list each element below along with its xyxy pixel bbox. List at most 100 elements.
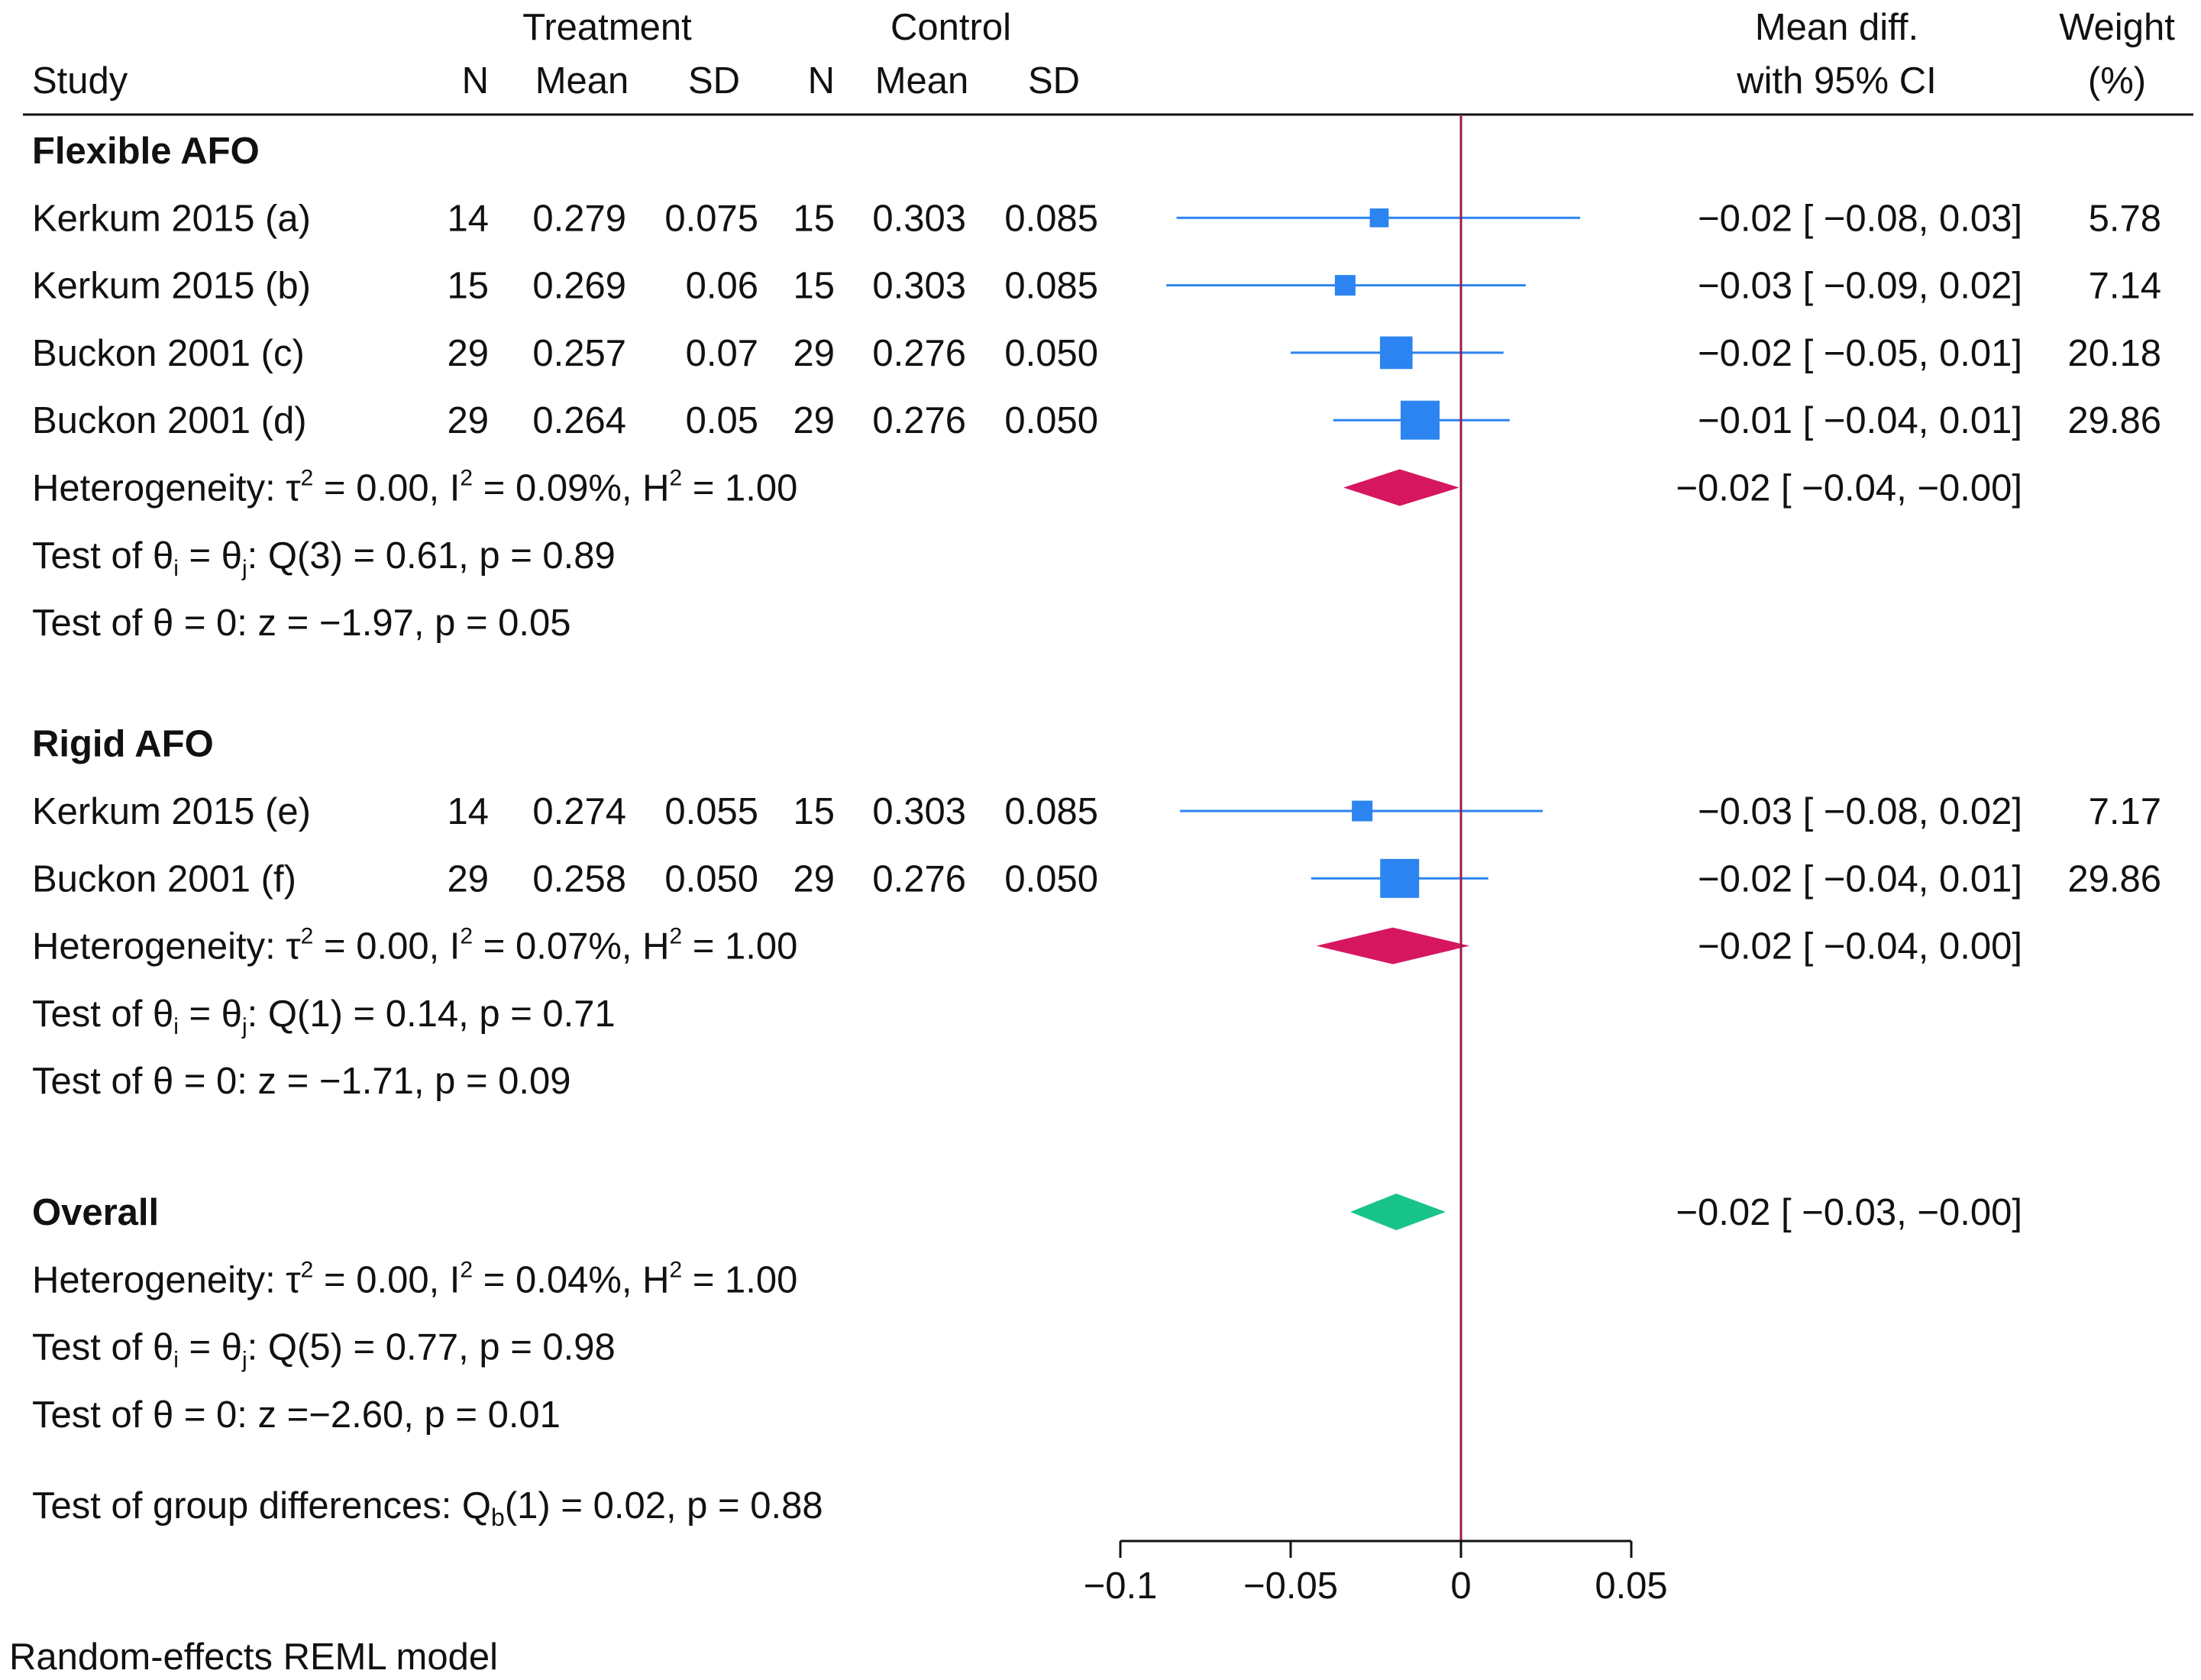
treatment-n: 15 bbox=[447, 266, 489, 307]
subgroup-pooled-diamond-ci-text: −0.02 [ −0.04, 0.00] bbox=[1698, 926, 2022, 968]
header-control-mean: Mean bbox=[875, 60, 969, 102]
table-header: Treatment Control Mean diff. Weight Stud… bbox=[32, 7, 2175, 102]
treatment-n: 14 bbox=[447, 791, 489, 832]
control-mean: 0.303 bbox=[872, 791, 966, 832]
study-effect-marker bbox=[1380, 858, 1420, 898]
group-label: Flexible AFO bbox=[32, 131, 260, 172]
study-weight: 5.78 bbox=[2089, 198, 2161, 239]
homogeneity-test: Test of θi = θj: Q(1) = 0.14, p = 0.71 bbox=[32, 993, 616, 1039]
group-difference-test: Test of group differences: Qb(1) = 0.02,… bbox=[32, 1485, 823, 1531]
treatment-sd: 0.050 bbox=[664, 858, 758, 900]
treatment-mean: 0.269 bbox=[532, 266, 626, 307]
control-sd: 0.085 bbox=[1004, 266, 1098, 307]
study-ci-text: −0.03 [ −0.09, 0.02] bbox=[1698, 266, 2022, 307]
study-label: Buckon 2001 (d) bbox=[32, 400, 307, 441]
control-n: 15 bbox=[793, 791, 835, 832]
theta-zero-test: Test of θ = 0: z =−2.60, p = 0.01 bbox=[32, 1394, 561, 1436]
study-label: Kerkum 2015 (b) bbox=[32, 266, 311, 307]
overall-pooled-diamond-ci-text: −0.02 [ −0.03, −0.00] bbox=[1676, 1192, 2022, 1233]
treatment-n: 14 bbox=[447, 198, 489, 239]
control-mean: 0.276 bbox=[872, 333, 966, 374]
study-effect-marker bbox=[1379, 336, 1413, 370]
study-weight: 7.14 bbox=[2089, 266, 2161, 307]
control-mean: 0.303 bbox=[872, 198, 966, 239]
group-label: Rigid AFO bbox=[32, 724, 214, 765]
heterogeneity-stat: Heterogeneity: τ2 = 0.00, I2 = 0.04%, H2… bbox=[32, 1257, 797, 1300]
control-n: 29 bbox=[793, 333, 835, 374]
header-weight-unit: (%) bbox=[2088, 60, 2146, 102]
control-mean: 0.276 bbox=[872, 858, 966, 900]
heterogeneity-stat: Heterogeneity: τ2 = 0.00, I2 = 0.07%, H2… bbox=[32, 924, 797, 968]
homogeneity-test: Test of θi = θj: Q(5) = 0.77, p = 0.98 bbox=[32, 1327, 616, 1373]
x-tick-label: 0.05 bbox=[1595, 1565, 1667, 1607]
study-label: Kerkum 2015 (a) bbox=[32, 198, 311, 239]
header-mean-diff: Mean diff. bbox=[1755, 7, 1918, 48]
control-sd: 0.085 bbox=[1004, 791, 1098, 832]
treatment-n: 29 bbox=[447, 858, 489, 900]
x-axis: −0.1 −0.05 0 0.05 bbox=[1084, 1539, 1668, 1607]
control-sd: 0.085 bbox=[1004, 198, 1098, 239]
control-n: 15 bbox=[793, 266, 835, 307]
treatment-mean: 0.279 bbox=[532, 198, 626, 239]
study-label: Buckon 2001 (c) bbox=[32, 333, 305, 374]
header-weight: Weight bbox=[2059, 7, 2175, 48]
study-ci-text: −0.02 [ −0.04, 0.01] bbox=[1698, 858, 2022, 900]
study-ci-text: −0.03 [ −0.08, 0.02] bbox=[1698, 791, 2022, 832]
control-sd: 0.050 bbox=[1004, 400, 1098, 441]
overall-pooled-diamond bbox=[1350, 1194, 1446, 1230]
study-weight: 29.86 bbox=[2067, 400, 2161, 441]
header-treatment: Treatment bbox=[522, 7, 692, 48]
treatment-sd: 0.05 bbox=[686, 400, 758, 441]
header-treatment-sd: SD bbox=[688, 60, 740, 102]
control-n: 29 bbox=[793, 400, 835, 441]
study-ci-text: −0.01 [ −0.04, 0.01] bbox=[1698, 400, 2022, 441]
header-control: Control bbox=[890, 7, 1011, 48]
study-effect-marker bbox=[1352, 800, 1373, 822]
study-weight: 7.17 bbox=[2089, 791, 2161, 832]
study-weight: 29.86 bbox=[2067, 858, 2161, 900]
treatment-n: 29 bbox=[447, 400, 489, 441]
x-tick-label: −0.1 bbox=[1084, 1565, 1158, 1607]
study-effect-marker bbox=[1334, 275, 1356, 296]
heterogeneity-stat: Heterogeneity: τ2 = 0.00, I2 = 0.09%, H2… bbox=[32, 466, 797, 509]
control-n: 29 bbox=[793, 858, 835, 900]
treatment-sd: 0.07 bbox=[686, 333, 758, 374]
header-study: Study bbox=[32, 60, 128, 102]
control-sd: 0.050 bbox=[1004, 858, 1098, 900]
header-ci: with 95% CI bbox=[1736, 60, 1936, 102]
control-mean: 0.303 bbox=[872, 266, 966, 307]
study-effect-marker bbox=[1400, 400, 1440, 440]
treatment-sd: 0.075 bbox=[664, 198, 758, 239]
treatment-n: 29 bbox=[447, 333, 489, 374]
header-treatment-mean: Mean bbox=[535, 60, 629, 102]
subgroup-pooled-diamond bbox=[1316, 927, 1470, 964]
header-control-n: N bbox=[808, 60, 835, 102]
treatment-mean: 0.264 bbox=[532, 400, 626, 441]
study-effect-marker bbox=[1369, 208, 1389, 228]
footnote: Random-effects REML model bbox=[9, 1636, 498, 1678]
header-treatment-n: N bbox=[462, 60, 489, 102]
overall-label: Overall bbox=[32, 1192, 159, 1233]
study-label: Buckon 2001 (f) bbox=[32, 858, 296, 900]
subgroup-pooled-diamond-ci-text: −0.02 [ −0.04, −0.00] bbox=[1676, 468, 2022, 509]
study-label: Kerkum 2015 (e) bbox=[32, 791, 311, 832]
treatment-mean: 0.258 bbox=[532, 858, 626, 900]
x-tick-label: 0 bbox=[1450, 1565, 1471, 1607]
x-tick-label: −0.05 bbox=[1243, 1565, 1338, 1607]
treatment-sd: 0.06 bbox=[686, 266, 758, 307]
homogeneity-test: Test of θi = θj: Q(3) = 0.61, p = 0.89 bbox=[32, 535, 616, 581]
control-sd: 0.050 bbox=[1004, 333, 1098, 374]
treatment-sd: 0.055 bbox=[664, 791, 758, 832]
treatment-mean: 0.274 bbox=[532, 791, 626, 832]
theta-zero-test: Test of θ = 0: z = −1.71, p = 0.09 bbox=[32, 1061, 571, 1102]
study-ci-text: −0.02 [ −0.08, 0.03] bbox=[1698, 198, 2022, 239]
treatment-mean: 0.257 bbox=[532, 333, 626, 374]
subgroup-pooled-diamond bbox=[1343, 469, 1459, 506]
header-control-sd: SD bbox=[1028, 60, 1080, 102]
study-weight: 20.18 bbox=[2067, 333, 2161, 374]
control-mean: 0.276 bbox=[872, 400, 966, 441]
control-n: 15 bbox=[793, 198, 835, 239]
study-ci-text: −0.02 [ −0.05, 0.01] bbox=[1698, 333, 2022, 374]
forest-rows: Flexible AFO Kerkum 2015 (a) 14 0.279 0.075 1… bbox=[32, 115, 2161, 1541]
